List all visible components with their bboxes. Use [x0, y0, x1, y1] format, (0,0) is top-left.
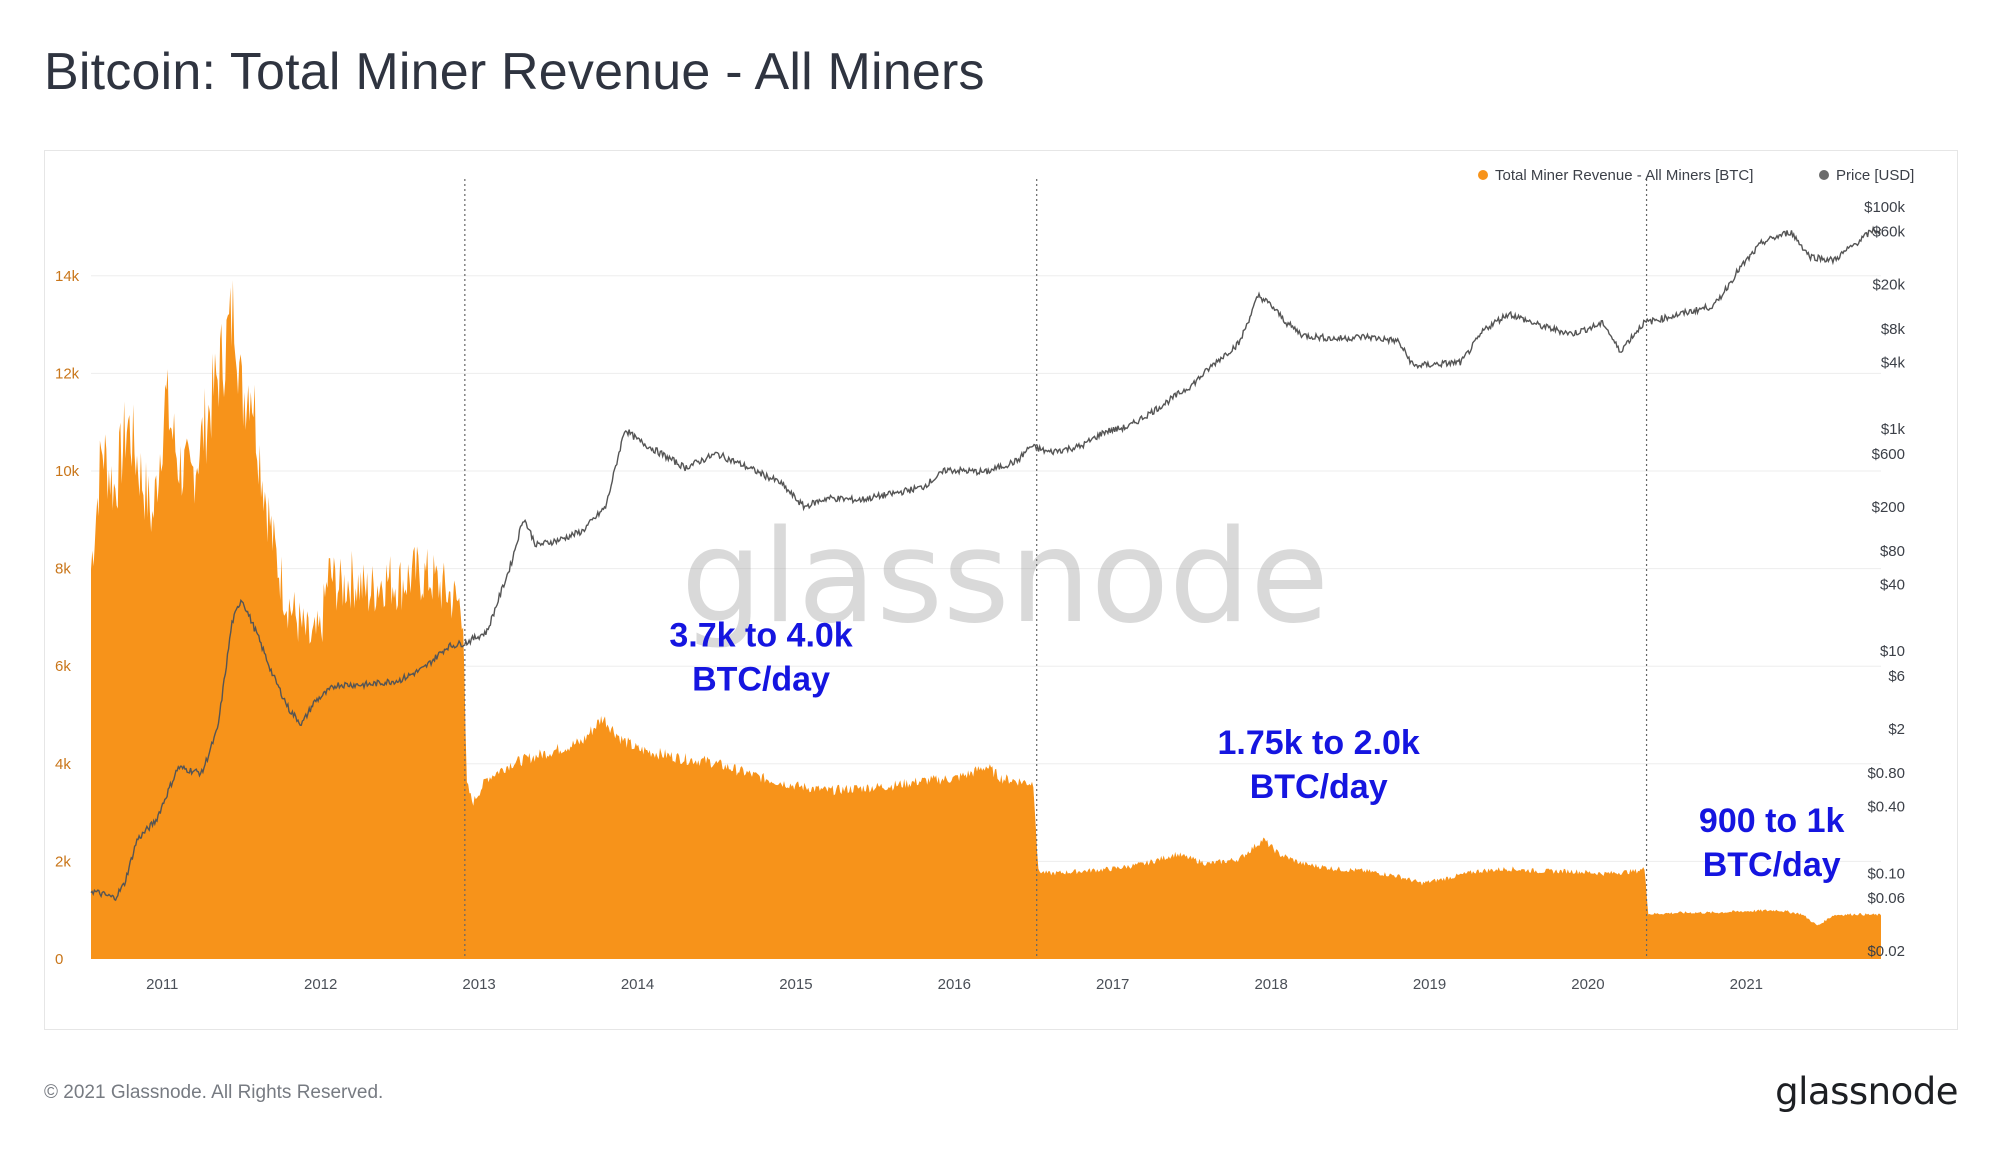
x-tick-label-5: 2016: [938, 976, 971, 993]
y-right-tick-label-10: $200: [1872, 499, 1905, 516]
glassnode-logo[interactable]: glassnode: [1775, 1070, 1958, 1113]
x-tick-label-3: 2014: [621, 976, 654, 993]
annotation-0-line-0: 3.7k to 4.0k: [669, 617, 852, 655]
annotation-layer: 3.7k to 4.0k BTC/day 1.75k to 2.0k BTC/day 9…: [669, 617, 1844, 884]
y-left-tick-label-6: 12k: [55, 365, 80, 382]
y-right-tick-label-6: $6: [1888, 668, 1905, 685]
y-right-tick-label-1: $0.06: [1867, 890, 1905, 907]
copyright-text: © 2021 Glassnode. All Rights Reserved.: [44, 1082, 384, 1103]
price-line-layer: [90, 225, 1882, 902]
y-right-tick-label-5: $2: [1888, 721, 1905, 738]
y-left-tick-label-5: 10k: [55, 463, 80, 480]
annotation-1-line-1: BTC/day: [1250, 768, 1388, 806]
x-tick-label-7: 2018: [1254, 976, 1287, 993]
legend-swatch-revenue: [1478, 170, 1488, 180]
legend: Total Miner Revenue - All Miners [BTC] Pr…: [1478, 167, 1914, 184]
y-right-tick-label-17: $100k: [1864, 199, 1905, 216]
annotation-1-line-0: 1.75k to 2.0k: [1218, 724, 1420, 762]
y-right-tick-label-16: $60k: [1872, 224, 1905, 241]
y-right-tick-label-15: $20k: [1872, 277, 1905, 294]
legend-label-revenue: Total Miner Revenue - All Miners [BTC]: [1495, 167, 1753, 184]
y-right-tick-label-14: $8k: [1881, 321, 1906, 338]
y-right-tick-label-12: $1k: [1881, 421, 1906, 438]
watermark-text: glassnode: [681, 503, 1329, 652]
miner-revenue-chart: glassnode 2011 2012 2013 2014 2015 2016 2017 20…: [55, 167, 1914, 993]
legend-label-price: Price [USD]: [1836, 167, 1914, 184]
page-title: Bitcoin: Total Miner Revenue - All Miner…: [44, 43, 985, 101]
y-right-tick-label-9: $80: [1880, 543, 1905, 560]
y-left-tick-label-0: 0: [55, 951, 63, 968]
revenue-area-layer: [91, 280, 1881, 960]
x-tick-label-8: 2019: [1413, 976, 1446, 993]
y-right-tick-label-0: $0.02: [1867, 943, 1905, 960]
annotation-0-line-1: BTC/day: [692, 661, 830, 699]
y-right-tick-label-7: $10: [1880, 643, 1905, 660]
y-right-tick-label-4: $0.80: [1867, 765, 1905, 782]
y-right-tick-label-2: $0.10: [1867, 865, 1905, 882]
y-left-tick-label-7: 14k: [55, 268, 80, 285]
revenue-area: [91, 280, 1881, 960]
y-left-tick-label-1: 2k: [55, 853, 71, 870]
x-tick-label-10: 2021: [1730, 976, 1763, 993]
y-left-tick-label-3: 6k: [55, 658, 71, 675]
y-right-tick-label-13: $4k: [1881, 354, 1906, 371]
legend-swatch-price: [1819, 170, 1829, 180]
y-right-tick-label-3: $0.40: [1867, 799, 1905, 816]
x-tick-label-4: 2015: [779, 976, 812, 993]
watermark-layer: glassnode: [681, 503, 1329, 652]
price-line: [90, 225, 1882, 902]
halving-marker-layer: [464, 179, 1648, 959]
x-tick-label-2: 2013: [462, 976, 495, 993]
x-tick-label-6: 2017: [1096, 976, 1129, 993]
axis-layer: 2011 2012 2013 2014 2015 2016 2017 2018 2019 2020…: [55, 199, 1905, 993]
y-right-tick-label-11: $600: [1872, 446, 1905, 463]
x-tick-label-0: 2011: [146, 976, 178, 993]
chart-frame: glassnode 2011 2012 2013 2014 2015 2016 2017 20…: [44, 150, 1958, 1030]
annotation-2-line-1: BTC/day: [1703, 846, 1841, 884]
y-right-tick-label-8: $40: [1880, 576, 1905, 593]
annotation-2-line-0: 900 to 1k: [1699, 802, 1845, 840]
x-tick-label-9: 2020: [1571, 976, 1604, 993]
y-left-tick-label-2: 4k: [55, 756, 71, 773]
y-left-tick-label-4: 8k: [55, 561, 71, 578]
x-tick-label-1: 2012: [304, 976, 337, 993]
